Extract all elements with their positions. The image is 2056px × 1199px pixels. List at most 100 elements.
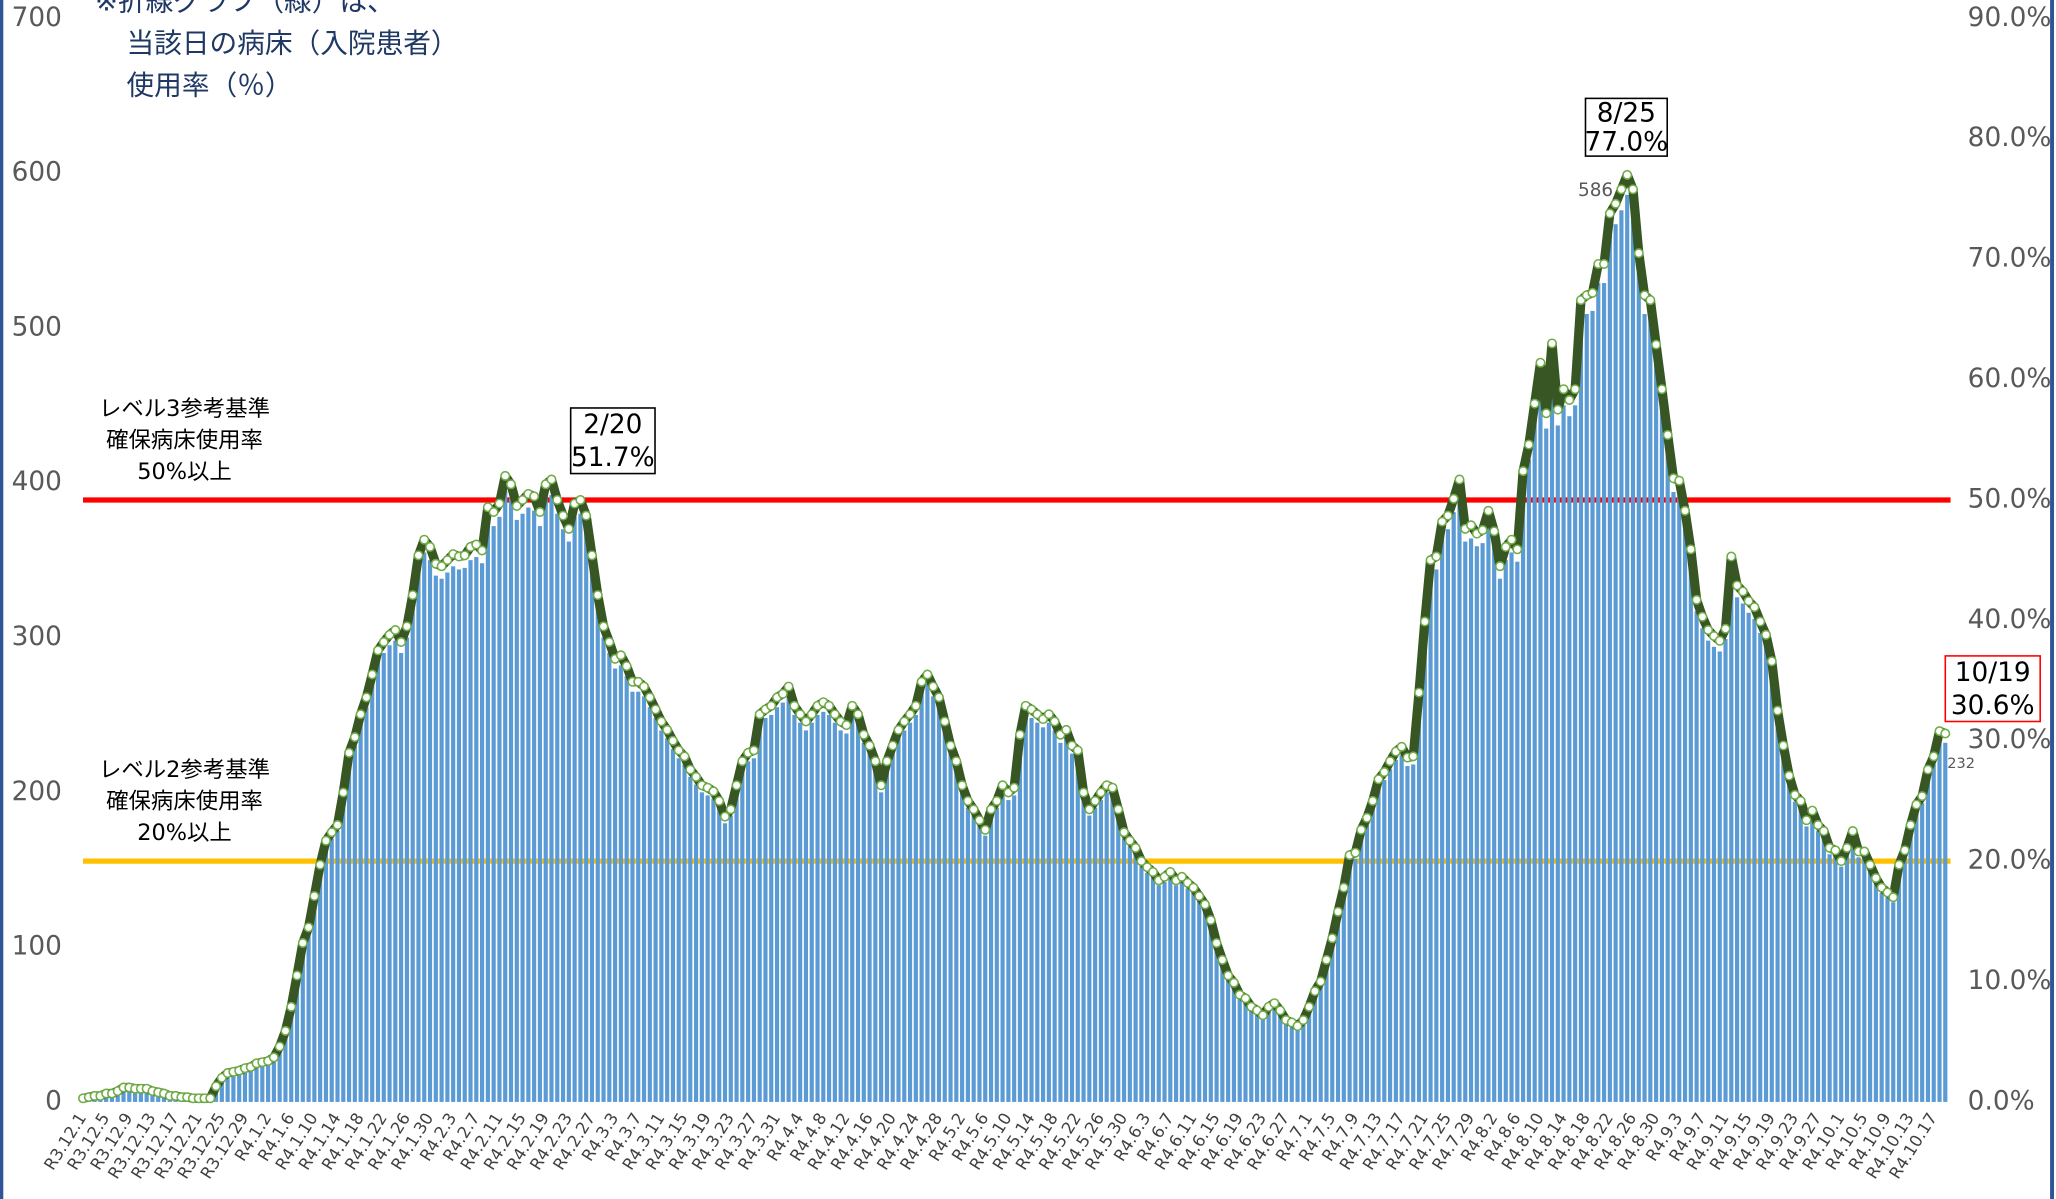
note-line: 使用率（％）	[127, 69, 293, 102]
bar	[1457, 493, 1462, 1102]
bar	[451, 566, 456, 1102]
bar	[832, 722, 837, 1102]
line-marker	[1512, 544, 1523, 555]
bar	[1440, 535, 1445, 1102]
bar	[1197, 900, 1202, 1102]
bar	[1920, 803, 1925, 1102]
bar	[850, 714, 855, 1102]
bar	[1758, 632, 1763, 1102]
line-marker	[1905, 820, 1916, 831]
line-marker	[731, 780, 742, 791]
bar	[1035, 722, 1040, 1102]
bar	[144, 1089, 149, 1102]
bar	[1017, 742, 1023, 1102]
bar	[1607, 233, 1612, 1102]
bar	[254, 1064, 259, 1102]
line-marker	[326, 827, 337, 838]
line-marker	[1911, 799, 1922, 810]
line-marker	[1147, 866, 1158, 877]
line-marker	[1691, 594, 1702, 605]
bar	[1399, 755, 1404, 1102]
line-marker	[1685, 544, 1696, 555]
bar	[1769, 671, 1774, 1102]
bar	[358, 722, 363, 1102]
bar	[1815, 831, 1821, 1102]
bar	[300, 947, 305, 1102]
bar	[896, 738, 901, 1102]
bar	[1486, 524, 1491, 1102]
bar	[1411, 764, 1416, 1102]
line-marker	[916, 676, 927, 687]
bar	[1896, 869, 1902, 1102]
annotation-text: 2/20	[583, 410, 642, 440]
bar	[1775, 719, 1780, 1102]
line-marker	[899, 716, 910, 727]
line-marker	[1130, 842, 1141, 853]
bar	[665, 738, 670, 1102]
line-marker	[1217, 954, 1228, 965]
bar	[115, 1091, 120, 1102]
bar	[294, 978, 300, 1102]
line-marker	[211, 1081, 222, 1092]
line-marker	[1494, 561, 1505, 572]
bar	[1237, 996, 1242, 1102]
line-marker	[413, 550, 424, 561]
bar	[1214, 947, 1219, 1102]
annotation-box	[1944, 655, 2041, 723]
bar	[1168, 877, 1173, 1102]
line-marker	[581, 510, 592, 521]
line-marker	[1766, 656, 1777, 667]
line-marker	[1662, 429, 1673, 440]
bar	[352, 745, 357, 1102]
bar	[1636, 272, 1641, 1102]
bar	[1012, 795, 1017, 1102]
line-marker	[1749, 602, 1760, 613]
line-marker	[361, 692, 372, 703]
bar	[323, 846, 329, 1102]
bar	[965, 807, 970, 1102]
bar	[1162, 882, 1167, 1102]
bar	[988, 815, 994, 1102]
bar	[1185, 888, 1190, 1102]
bar	[786, 696, 791, 1102]
line-marker	[1506, 534, 1517, 545]
bar	[1098, 800, 1103, 1102]
bar	[1573, 405, 1578, 1102]
line-marker	[662, 724, 673, 735]
line-marker	[1922, 764, 1933, 775]
bar	[1891, 902, 1896, 1102]
bar	[127, 1087, 132, 1102]
bar	[827, 714, 832, 1102]
bar	[1249, 1009, 1254, 1102]
y-tick-label: 200	[12, 777, 62, 807]
line-marker	[419, 534, 430, 545]
annotation-text: 51.7%	[571, 443, 655, 473]
bar	[266, 1061, 271, 1102]
y2-tick-label: 0.0%	[1968, 1086, 2035, 1116]
bar	[370, 683, 375, 1102]
bar	[1416, 702, 1422, 1102]
line-marker	[1014, 729, 1025, 740]
bar	[595, 606, 600, 1102]
bar	[1868, 869, 1873, 1102]
bar	[607, 653, 612, 1102]
line-marker	[1859, 846, 1870, 857]
bar	[480, 563, 485, 1102]
line-marker	[650, 704, 661, 715]
bar	[237, 1070, 242, 1102]
y2-tick-label: 60.0%	[1968, 364, 2052, 394]
bar	[1781, 753, 1786, 1102]
line-marker	[488, 507, 499, 517]
bar	[387, 645, 392, 1102]
line-marker	[1535, 357, 1546, 368]
line-marker	[800, 716, 811, 727]
bar	[1856, 857, 1861, 1102]
annotation-text: 30.6%	[1951, 691, 2035, 721]
bar	[659, 730, 664, 1102]
bar	[1879, 892, 1884, 1102]
line-marker	[1309, 986, 1320, 997]
bar	[873, 769, 878, 1102]
bar	[1353, 858, 1358, 1102]
bar	[1821, 837, 1826, 1102]
